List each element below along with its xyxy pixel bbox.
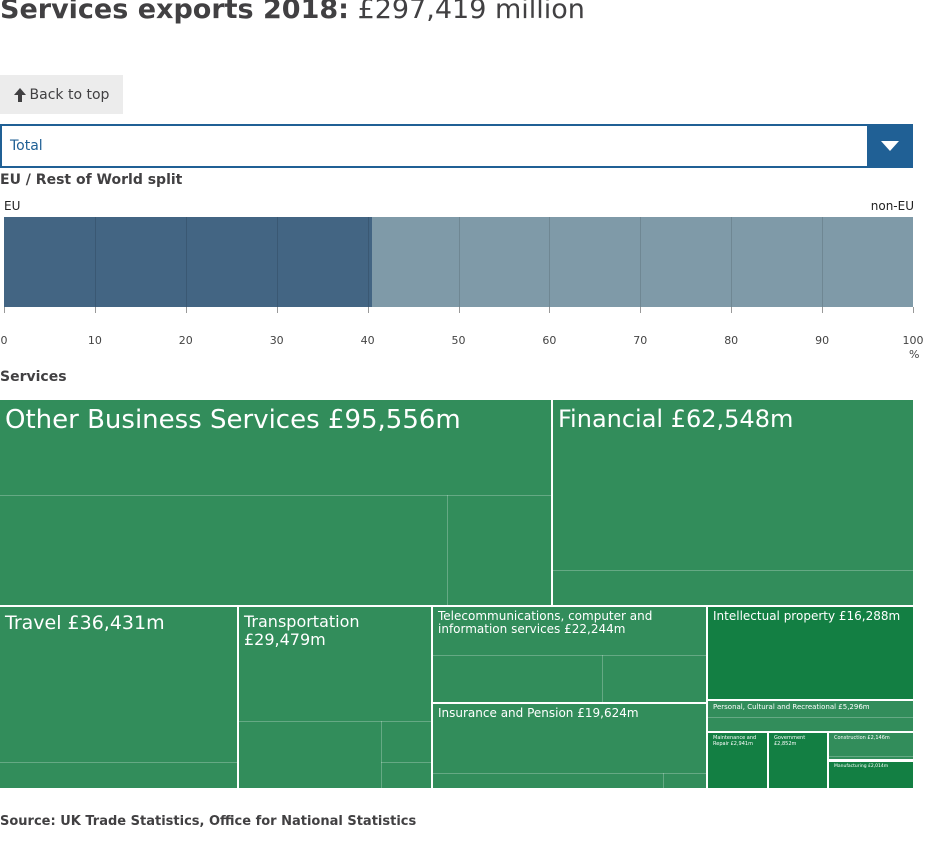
treemap-cell-other-business-services[interactable]: Other Business Services £95,556m [0, 400, 551, 605]
treemap-cell-intellectual-property[interactable]: Intellectual property £16,288m [708, 607, 913, 699]
treemap-subdivision [663, 773, 664, 788]
treemap-cell-travel[interactable]: Travel £36,431m [0, 607, 237, 788]
page-title: Services exports 2018: £297,419 million [0, 0, 585, 25]
treemap-cell-label: Travel £36,431m [5, 612, 165, 634]
tick-label: 50 [451, 334, 466, 347]
gridline [185, 217, 187, 307]
gridline [731, 217, 733, 307]
tick-label: 10 [87, 334, 102, 347]
tick-mark [4, 307, 5, 313]
treemap-subdivision [239, 721, 431, 722]
treemap-subdivision [381, 721, 382, 788]
tick-label: 80 [724, 334, 739, 347]
treemap-cell-label: Personal, Cultural and Recreational £5,2… [713, 703, 870, 711]
treemap-title: Services [0, 369, 67, 385]
x-axis: 0 10 20 30 40 50 60 70 80 90 100 [0, 307, 924, 364]
back-to-top-button[interactable]: Back to top [0, 75, 123, 114]
back-to-top-label: Back to top [29, 86, 110, 103]
treemap-cell-personal-cultural-and-recreational[interactable]: Personal, Cultural and Recreational £5,2… [708, 701, 913, 731]
gridline [822, 217, 824, 307]
tick-mark [822, 307, 824, 313]
tick-label: 70 [633, 334, 648, 347]
tick-label: 90 [815, 334, 830, 347]
tick-mark [731, 307, 733, 313]
treemap-cell-label: Maintenance and Repair £2,941m [713, 735, 757, 747]
gridline [549, 217, 551, 307]
x-axis-unit: % [909, 348, 920, 361]
treemap-subdivision [381, 762, 431, 763]
treemap-cell-label: Intellectual property £16,288m [713, 609, 901, 623]
treemap-subdivision [553, 570, 913, 571]
treemap-cell-label: Manufacturing £2,014m [834, 764, 889, 769]
tick-mark [549, 307, 551, 313]
tick-label: 100 [902, 334, 924, 347]
treemap-cell-financial[interactable]: Financial £62,548m [553, 400, 913, 605]
treemap-subdivision [829, 756, 913, 757]
treemap-subdivision [433, 773, 706, 774]
treemap-cell-construction[interactable]: Construction £2,146m [829, 733, 913, 759]
treemap-cell-label: Transportation £29,479m [244, 612, 360, 649]
tick-label: 20 [178, 334, 193, 347]
non-eu-label: non-EU [870, 199, 914, 213]
treemap-subdivision [0, 495, 551, 496]
treemap-cell-label: Insurance and Pension £19,624m [438, 706, 639, 720]
gridline [276, 217, 278, 307]
tick-mark [458, 307, 460, 313]
category-select[interactable]: Total [0, 124, 913, 168]
bar-segment-eu[interactable] [4, 217, 373, 307]
tick-mark [94, 307, 96, 313]
services-treemap: Other Business Services £95,556m Financia… [0, 400, 913, 788]
treemap-cell-label: Telecommunications, computer and informa… [438, 609, 653, 637]
treemap-cell-government[interactable]: Government £2,852m [769, 733, 827, 788]
treemap-cell-insurance-and-pension[interactable]: Insurance and Pension £19,624m [433, 704, 706, 788]
tick-mark [185, 307, 187, 313]
tick-mark [367, 307, 369, 313]
treemap-cell-label: Construction £2,146m [834, 735, 890, 741]
category-select-value: Total [10, 138, 43, 154]
tick-mark [640, 307, 642, 313]
treemap-subdivision [447, 495, 448, 605]
tick-label: 60 [542, 334, 557, 347]
source-note: Source: UK Trade Statistics, Office for … [0, 814, 417, 829]
gridline [458, 217, 460, 307]
treemap-cell-maintenance-and-repair[interactable]: Maintenance and Repair £2,941m [708, 733, 767, 788]
caret-down-icon[interactable] [867, 124, 913, 168]
tick-mark [276, 307, 278, 313]
eu-split-bar [4, 217, 913, 307]
gridline [94, 217, 96, 307]
treemap-subdivision [602, 655, 603, 702]
tick-label: 30 [269, 334, 284, 347]
tick-mark [913, 307, 914, 313]
arrow-up-icon [13, 87, 26, 102]
treemap-cell-telecommunications-computer-and-information-services[interactable]: Telecommunications, computer and informa… [433, 607, 706, 702]
bar-segment-non-eu[interactable] [372, 217, 913, 307]
treemap-subdivision [708, 717, 913, 718]
treemap-cell-transportation[interactable]: Transportation £29,479m [239, 607, 431, 788]
treemap-cell-label: Other Business Services £95,556m [5, 405, 461, 435]
gridline [640, 217, 642, 307]
split-chart-title: EU / Rest of World split [0, 172, 183, 188]
eu-label: EU [4, 199, 21, 213]
gridline [367, 217, 369, 307]
tick-label: 40 [360, 334, 375, 347]
treemap-subdivision [433, 655, 706, 656]
treemap-cell-label: Government £2,852m [774, 735, 806, 747]
treemap-subdivision [0, 762, 237, 763]
treemap-cell-manufacturing[interactable]: Manufacturing £2,014m [829, 762, 913, 788]
tick-label: 0 [0, 334, 8, 347]
treemap-cell-label: Financial £62,548m [558, 405, 794, 433]
